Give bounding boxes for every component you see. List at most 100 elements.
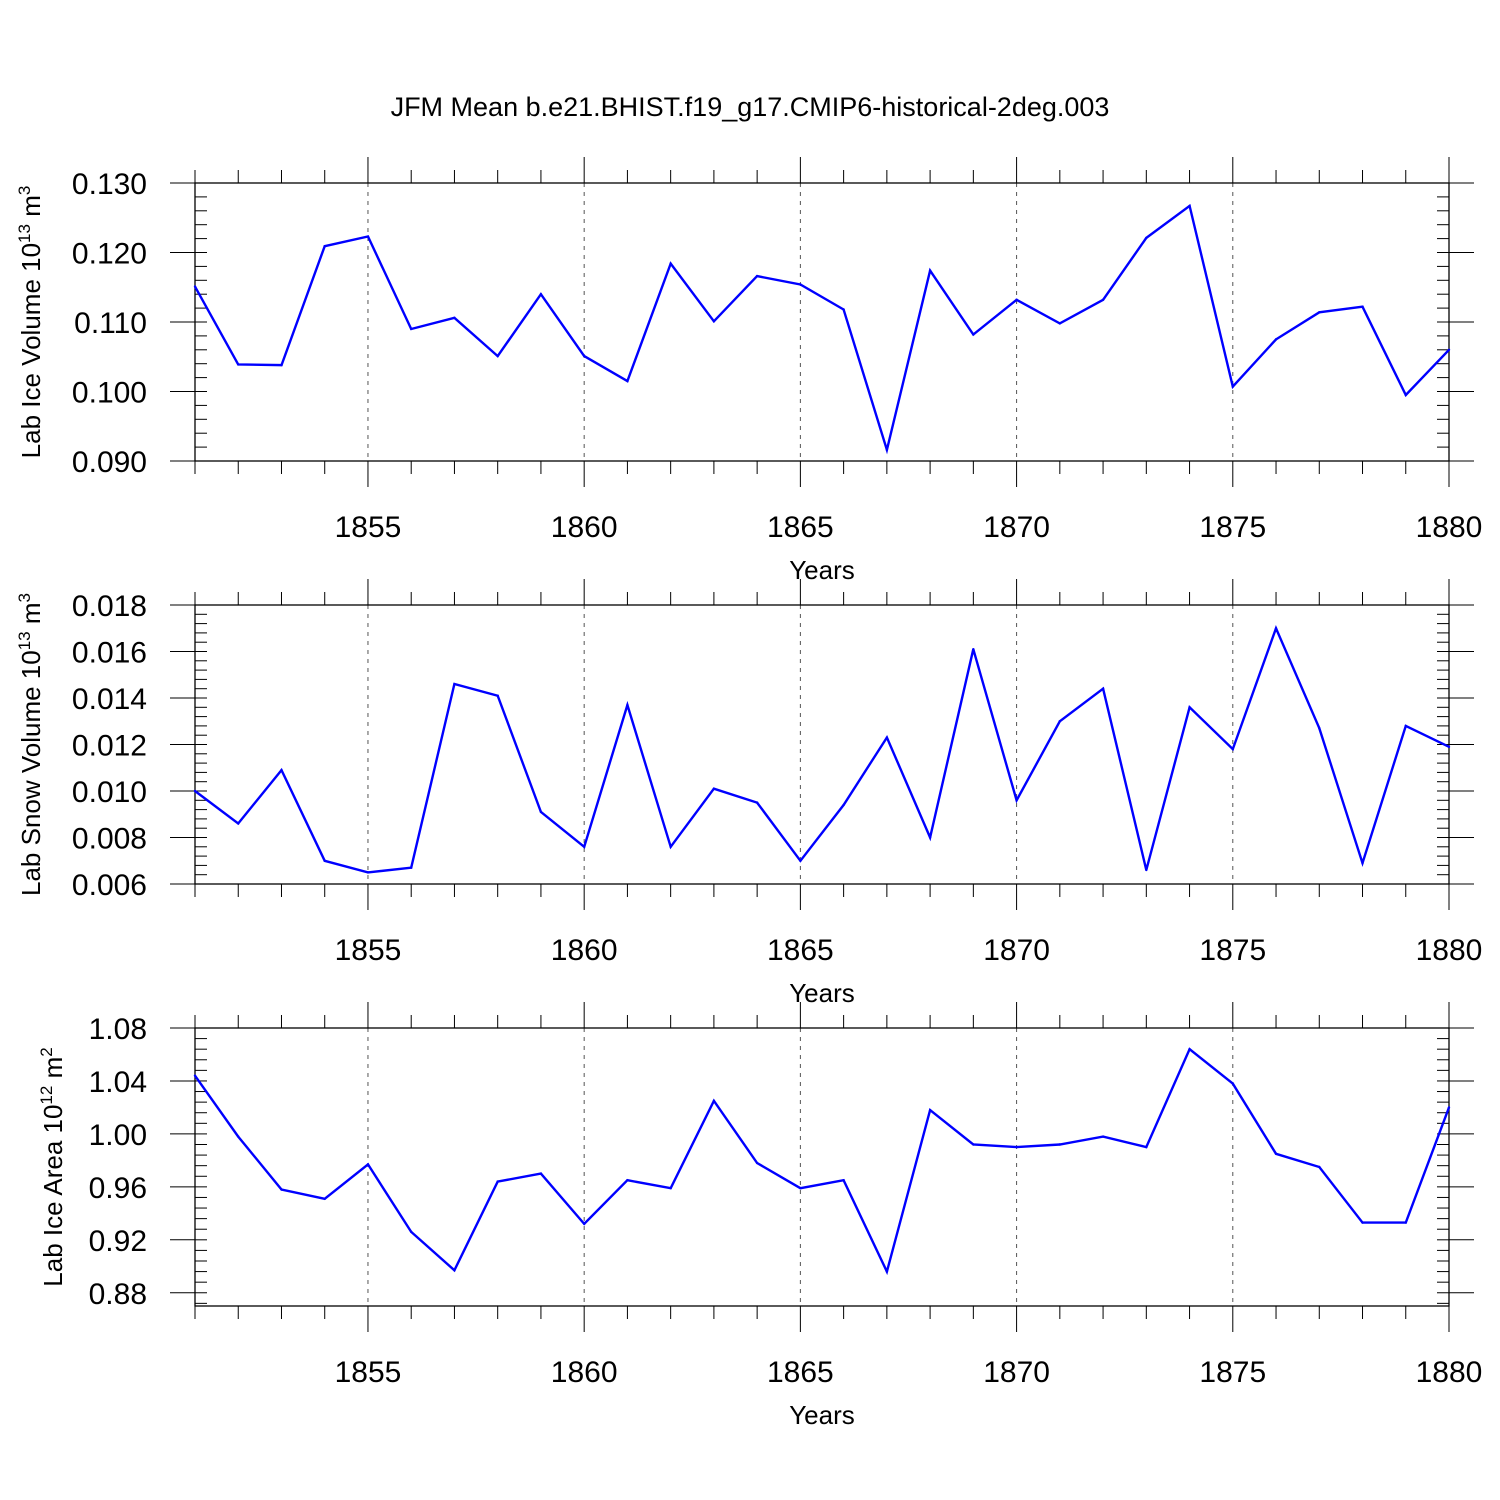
data-point [1231, 747, 1234, 751]
x-tick-label: 1875 [1199, 934, 1266, 967]
data-point [453, 316, 456, 320]
data-point [237, 1135, 240, 1138]
plot-frame [194, 182, 1450, 462]
data-point [1231, 385, 1234, 388]
data-point [1318, 727, 1321, 730]
data-point [410, 1230, 413, 1234]
data-point [885, 1270, 889, 1273]
data-point [1447, 745, 1451, 749]
x-tick-label: 1860 [551, 1356, 618, 1389]
y-tick-label: 0.100 [72, 377, 147, 410]
chart-panel-3: 0.88 0.92 0.96 1.00 1.04 1.08 1855 1860 1865 1870… [37, 1002, 1482, 1430]
data-point [1274, 627, 1278, 630]
x-tick-label: 1865 [767, 511, 834, 544]
x-tick-label: 1855 [335, 1356, 402, 1389]
y-tick-label: 0.090 [72, 446, 147, 479]
data-point [712, 787, 716, 790]
x-tick-label: 1855 [335, 934, 402, 967]
y-tick-label: 0.120 [72, 238, 147, 271]
data-point [582, 354, 586, 358]
data-point [323, 1197, 326, 1200]
data-point [972, 647, 975, 651]
data-point [193, 285, 197, 288]
y-axis-label: Lab Snow Volume 1013 m3 [15, 593, 46, 896]
data-point [669, 262, 672, 265]
y-tick-label: 0.110 [74, 307, 147, 340]
data-point [928, 1108, 932, 1112]
data-point [1231, 1082, 1234, 1085]
data-point [842, 1179, 845, 1182]
data-point [539, 1172, 543, 1175]
data-point [453, 1269, 456, 1272]
data-point [626, 379, 629, 383]
x-tick-label: 1870 [983, 511, 1050, 544]
data-point [1015, 799, 1018, 802]
data-point [799, 1186, 802, 1190]
data-point [1447, 348, 1451, 351]
data-point [1361, 305, 1364, 308]
data-point [1188, 706, 1191, 709]
data-point [366, 1163, 370, 1166]
data-point [1404, 393, 1407, 397]
data-point [539, 293, 543, 296]
data-point [1318, 1165, 1321, 1169]
data-point [1188, 204, 1191, 208]
data-point [669, 845, 672, 848]
x-axis-label: Years [789, 1400, 855, 1430]
data-point [1145, 868, 1148, 872]
data-point [280, 363, 283, 367]
data-point [972, 333, 975, 336]
data-point [1145, 1145, 1148, 1149]
y-tick-label: 1.04 [89, 1066, 147, 1099]
y-axis-label: Lab Ice Area 1012 m2 [37, 1047, 68, 1286]
data-point [366, 871, 370, 874]
y-tick-label: 0.130 [72, 168, 147, 201]
data-point [1058, 720, 1062, 723]
x-tick-label: 1875 [1199, 511, 1266, 544]
x-tick-label: 1865 [767, 934, 834, 967]
data-point [755, 1161, 759, 1165]
data-point [582, 845, 586, 848]
data-point [885, 448, 889, 452]
data-point [712, 320, 716, 323]
x-tick-label: 1860 [551, 934, 618, 967]
y-tick-label: 0.88 [89, 1278, 147, 1311]
data-point [1015, 1145, 1018, 1149]
data-point [496, 1180, 499, 1183]
data-point [1404, 1221, 1407, 1224]
x-axis-label: Years [789, 555, 855, 585]
data-point [842, 308, 845, 311]
data-point [1274, 338, 1278, 341]
data-point [842, 803, 845, 807]
data-point [453, 682, 456, 686]
data-point [928, 269, 932, 272]
data-point [1101, 1135, 1105, 1138]
data-point [1015, 298, 1018, 301]
data-point [1404, 724, 1407, 728]
data-point [885, 736, 889, 739]
data-point [1101, 298, 1105, 301]
data-point [539, 810, 543, 814]
data-point [410, 327, 413, 331]
page-title: JFM Mean b.e21.BHIST.f19_g17.CMIP6-histo… [390, 92, 1110, 122]
data-point [582, 1222, 586, 1226]
data-point [1361, 1221, 1364, 1224]
data-point [323, 245, 326, 248]
data-point [280, 1188, 283, 1191]
y-tick-label: 1.00 [89, 1119, 147, 1152]
data-point [496, 694, 499, 697]
data-point [928, 836, 932, 839]
data-point [799, 283, 802, 286]
data-point [1361, 861, 1364, 865]
series-line [194, 625, 1450, 874]
chart-panel-1: 0.090 0.100 0.110 0.120 0.130 1855 1860 1865 187… [15, 157, 1482, 585]
x-axis-label: Years [789, 978, 855, 1008]
y-axis-label: Lab Ice Volume 1013 m3 [15, 186, 46, 459]
data-point [237, 363, 240, 366]
series-line [193, 203, 1450, 455]
plot-frame [194, 1027, 1450, 1307]
x-tick-label: 1880 [1416, 1356, 1483, 1389]
x-tick-label: 1860 [551, 511, 618, 544]
data-point [193, 789, 197, 793]
